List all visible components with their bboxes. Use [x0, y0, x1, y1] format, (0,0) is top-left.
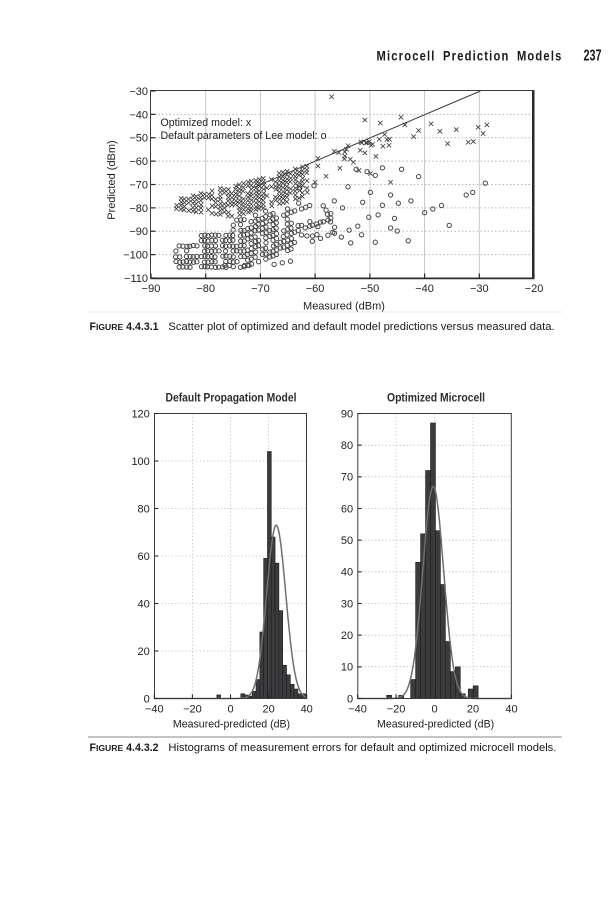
- svg-text:−40: −40: [129, 109, 148, 121]
- svg-text:−100: −100: [123, 250, 148, 262]
- svg-text:40: 40: [341, 567, 353, 579]
- svg-text:−40: −40: [415, 283, 434, 295]
- svg-text:100: 100: [131, 456, 149, 468]
- svg-text:237: 237: [584, 48, 602, 65]
- svg-text:−70: −70: [129, 179, 148, 191]
- svg-text:Optimized Microcell: Optimized Microcell: [387, 393, 485, 405]
- svg-text:40: 40: [301, 704, 313, 716]
- svg-text:Predicted (dBm): Predicted (dBm): [106, 140, 118, 219]
- svg-text:0: 0: [347, 693, 353, 705]
- svg-text:40: 40: [138, 598, 150, 610]
- svg-text:30: 30: [341, 598, 353, 610]
- svg-text:−50: −50: [361, 283, 380, 295]
- svg-text:60: 60: [341, 503, 353, 515]
- svg-text:Measured-predicted (dB): Measured-predicted (dB): [173, 718, 290, 730]
- svg-text:−40: −40: [348, 704, 367, 716]
- svg-text:−90: −90: [142, 283, 161, 295]
- svg-text:Default parameters of Lee mode: Default parameters of Lee model: o: [161, 130, 327, 142]
- svg-text:−20: −20: [183, 704, 202, 716]
- svg-text:20: 20: [341, 630, 353, 642]
- svg-text:Measured-predicted (dB): Measured-predicted (dB): [377, 718, 494, 730]
- svg-text:−30: −30: [129, 86, 148, 98]
- svg-text:−70: −70: [251, 283, 270, 295]
- svg-text:−20: −20: [525, 283, 544, 295]
- svg-text:Default Propagation Model: Default Propagation Model: [166, 393, 297, 405]
- svg-text:20: 20: [262, 704, 274, 716]
- svg-text:−30: −30: [470, 283, 489, 295]
- svg-text:120: 120: [131, 408, 149, 420]
- svg-text:10: 10: [341, 662, 353, 674]
- svg-text:−40: −40: [145, 704, 164, 716]
- svg-text:0: 0: [432, 704, 438, 716]
- svg-text:80: 80: [341, 440, 353, 452]
- svg-text:Microcell Prediction Models: Microcell Prediction Models: [377, 48, 563, 64]
- svg-text:Measured (dBm): Measured (dBm): [303, 301, 385, 313]
- svg-text:20: 20: [467, 704, 479, 716]
- svg-text:−80: −80: [129, 203, 148, 215]
- svg-text:0: 0: [144, 693, 150, 705]
- svg-text:40: 40: [505, 704, 517, 716]
- svg-text:70: 70: [341, 472, 353, 484]
- svg-text:−80: −80: [196, 283, 215, 295]
- svg-text:−60: −60: [306, 283, 325, 295]
- svg-text:Histograms of measurement erro: Histograms of measurement errors for def…: [168, 742, 556, 754]
- svg-text:FIGURE 4.4.3.2: FIGURE 4.4.3.2: [90, 742, 159, 754]
- svg-text:−60: −60: [129, 156, 148, 168]
- svg-text:−90: −90: [129, 226, 148, 238]
- svg-text:60: 60: [138, 551, 150, 563]
- svg-text:0: 0: [227, 704, 233, 716]
- svg-text:Optimized model: x: Optimized model: x: [161, 117, 252, 129]
- svg-text:Scatter plot of optimized and: Scatter plot of optimized and default mo…: [168, 321, 554, 333]
- svg-text:80: 80: [138, 503, 150, 515]
- svg-text:90: 90: [341, 408, 353, 420]
- svg-text:−20: −20: [387, 704, 406, 716]
- svg-text:FIGURE 4.4.3.1: FIGURE 4.4.3.1: [90, 321, 159, 333]
- svg-text:−110: −110: [124, 273, 148, 285]
- svg-text:50: 50: [341, 535, 353, 547]
- svg-text:−50: −50: [129, 133, 148, 145]
- svg-text:20: 20: [138, 646, 150, 658]
